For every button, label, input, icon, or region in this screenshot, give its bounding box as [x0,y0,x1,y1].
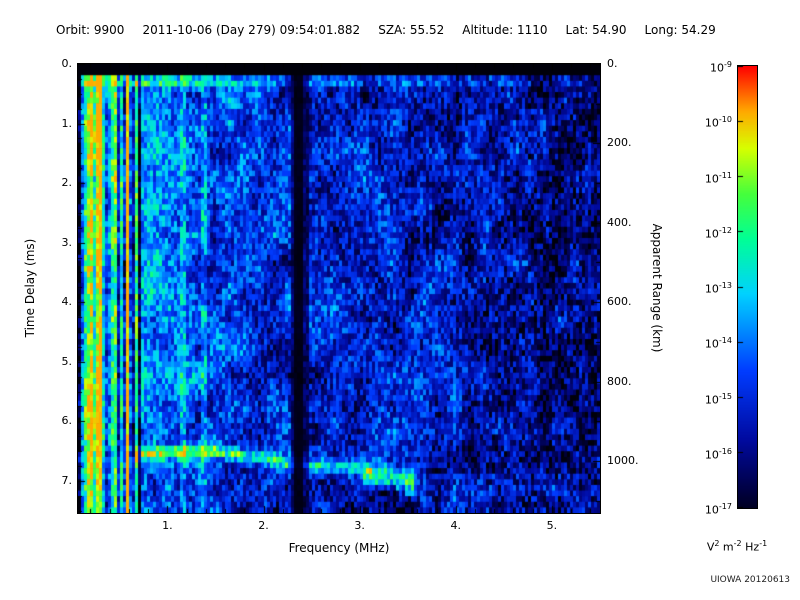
y-axis-title: Time Delay (ms) [23,238,37,338]
x-tick-label: 3. [354,519,365,532]
y-tick-label: 6. [61,414,73,428]
colorbar-unit-label: V2 m-2 Hz-1 [706,539,768,554]
header-sza: SZA: 55.52 [378,23,445,37]
spectrogram-canvas [78,64,600,513]
header-altitude: Altitude: 1110 [462,23,548,37]
y2-tick-label: 0. [607,57,618,70]
y-tick-label: 5. [61,354,73,368]
x-tick-label: 5. [546,519,558,532]
y-tick-label: 7. [61,473,73,487]
colorbar-tick-label: 10-13 [704,281,732,296]
credit-text: UIOWA 20120613 [710,575,790,585]
x-tick-label: 2. [258,519,269,532]
colorbar [737,65,758,509]
plot-area [77,63,601,514]
colorbar-tick-label: 10-14 [704,336,732,351]
y-tick-label: 3. [61,235,73,249]
colorbar-tick-label: 10-12 [704,225,732,241]
y-tick-label: 0. [61,57,73,70]
y2-tick-label: 600. [607,295,632,309]
colorbar-tick-label: 10-15 [704,391,732,407]
x-tick-label: 1. [162,519,173,532]
y2-axis-title: Apparent Range (km) [650,223,664,353]
x-axis-title: Frequency (MHz) [288,541,390,555]
y-tick-label: 4. [61,295,73,309]
header-longitude: Long: 54.29 [644,23,716,37]
colorbar-tick-label: 10-17 [704,502,732,517]
header-datetime: 2011-10-06 (Day 279) 09:54:01.882 [142,23,361,37]
colorbar-tick-label: 10-10 [704,115,732,130]
y2-tick-label: 200. [607,136,632,150]
header-latitude: Lat: 54.90 [565,23,627,37]
header-info: Orbit: 9900 2011-10-06 (Day 279) 09:54:0… [56,23,716,37]
x-tick-label: 4. [450,519,462,532]
colorbar-tick-label: 10-16 [704,446,732,462]
y-tick-label: 2. [61,176,73,190]
colorbar-tick-label: 10-11 [704,170,732,186]
y2-tick-label: 400. [607,215,632,229]
y-tick-label: 1. [61,116,73,130]
y2-tick-label: 800. [607,374,632,388]
colorbar-tick-label: 10-9 [710,60,732,75]
y2-tick-label: 1000. [607,453,639,467]
colorbar-canvas [738,66,757,508]
header-orbit: Orbit: 9900 [56,23,125,37]
